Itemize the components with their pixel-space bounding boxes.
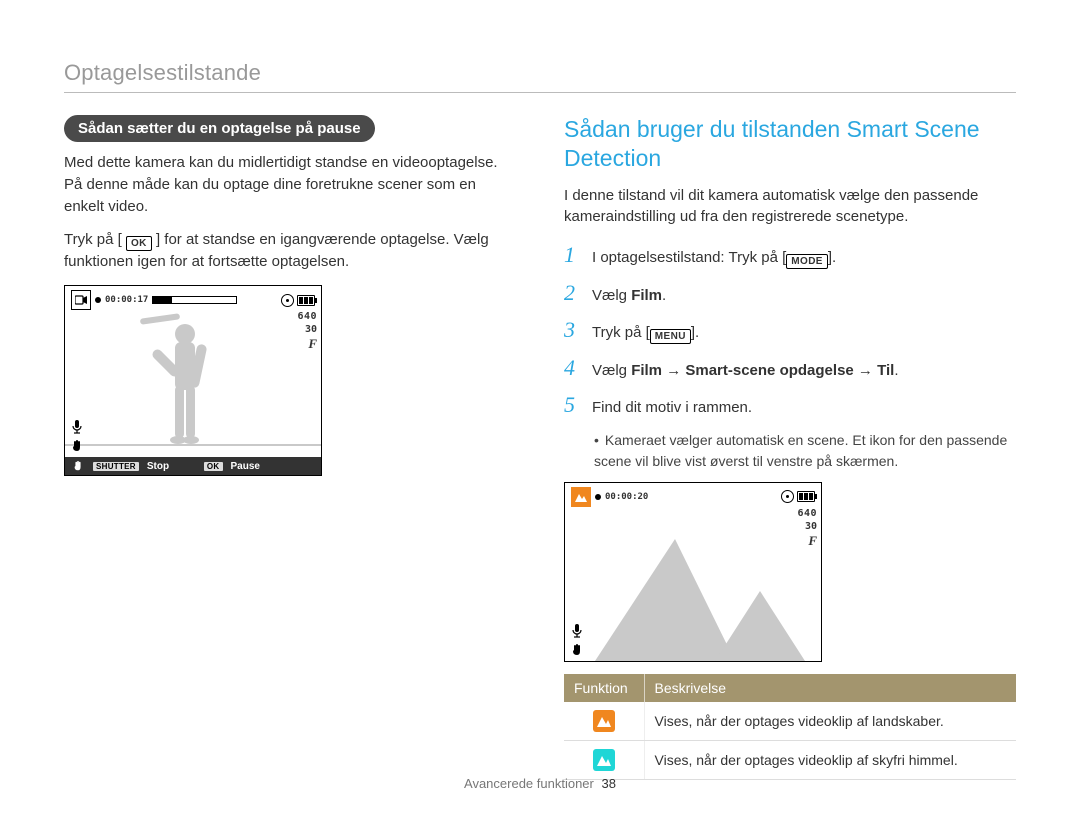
disc-icon [281,294,294,307]
th-description: Beskrivelse [644,674,1016,702]
battery-icon [797,491,815,502]
video-mode-icon [71,290,91,310]
ok-label: Pause [231,461,260,472]
ok-chip: OK [204,462,223,471]
cam1-timestamp: 00:00:17 [105,295,148,305]
cam2-timestamp: 00:00:20 [605,492,648,502]
footer-label: Avancerede funktioner [464,776,594,791]
row1-desc: Vises, når der optages videoklip af land… [644,702,1016,741]
step-1: 1 I optagelsestilstand: Tryk på [MODE]. [564,242,1016,270]
step-3: 3 Tryk på [MENU]. [564,317,1016,345]
cam1-footer: SHUTTER Stop OK Pause [65,457,321,475]
step4-bold: Film → Smart-scene opdagelse → Til [631,362,894,379]
ok-inline-icon: OK [126,236,152,251]
step-num-3: 3 [564,317,582,343]
step-num-2: 2 [564,280,582,306]
step1-a: I optagelsestilstand: Tryk på [ [592,249,786,266]
disc-icon [781,490,794,503]
page-footer: Avancerede funktioner 38 [0,776,1080,791]
step1-b: ]. [828,249,836,266]
camera-screen-smartscene: 00:00:20 640 30 F [564,482,822,662]
step5-text: Find dit motiv i rammen. [592,397,752,420]
step3-a: Tryk på [ [592,324,650,341]
step-2: 2 Vælg Film. [564,280,1016,308]
step2-b: . [662,287,666,304]
landscape-icon [593,710,615,732]
battery-icon [297,295,315,306]
footer-page-number: 38 [602,776,616,791]
mic-icon [570,624,584,638]
right-column: Sådan bruger du tilstanden Smart Scene D… [564,115,1016,780]
step-num-5: 5 [564,392,582,418]
th-function: Funktion [564,674,644,702]
mic-icon [70,420,84,434]
step5-bullet: Kameraet vælger automatisk en scene. Et … [594,430,1016,472]
step3-b: ]. [691,324,699,341]
step4-b: . [894,362,898,379]
function-table: Funktion Beskrivelse Vises, når der opta… [564,674,1016,780]
row2-desc: Vises, når der optages videoklip af skyf… [644,740,1016,779]
sky-icon [593,749,615,771]
shutter-label: Stop [147,461,169,472]
mode-inline-icon: MODE [786,254,828,269]
anti-shake-icon [70,439,84,453]
camera-screen-pause: 00:00:17 640 30 F [64,285,322,476]
left-column: Sådan sætter du en optagelse på pause Me… [64,115,516,780]
step-4: 4 Vælg Film → Smart-scene opdagelse → Ti… [564,355,1016,383]
left-para-1: Med dette kamera kan du midlertidigt sta… [64,152,516,217]
right-heading: Sådan bruger du tilstanden Smart Scene D… [564,115,1016,173]
step-num-1: 1 [564,242,582,268]
step2-bold: Film [631,287,662,304]
left-p2-a: Tryk på [ [64,231,122,248]
shutter-chip: SHUTTER [93,462,139,471]
silhouette-person [65,312,321,457]
table-row: Vises, når der optages videoklip af skyf… [564,740,1016,779]
rec-dot-icon [95,297,101,303]
mountains-graphic [565,509,821,661]
left-para-2: Tryk på [ OK ] for at standse en igangvæ… [64,229,516,273]
rec-dot-icon [595,494,601,500]
step4-a: Vælg [592,362,631,379]
step2-a: Vælg [592,287,631,304]
step-5: 5 Find dit motiv i rammen. [564,392,1016,420]
menu-inline-icon: MENU [650,329,691,344]
steps-list: 1 I optagelsestilstand: Tryk på [MODE]. … [564,242,1016,472]
step-num-4: 4 [564,355,582,381]
anti-shake-icon [570,643,584,657]
section-header: Optagelsestilstande [64,60,1016,93]
right-intro: I denne tilstand vil dit kamera automati… [564,185,1016,229]
footer-hand-icon [71,459,85,473]
table-row: Vises, når der optages videoklip af land… [564,702,1016,741]
scene-landscape-icon [571,487,591,507]
rec-progress-bar [152,296,237,304]
pause-pill-title: Sådan sætter du en optagelse på pause [64,115,375,142]
